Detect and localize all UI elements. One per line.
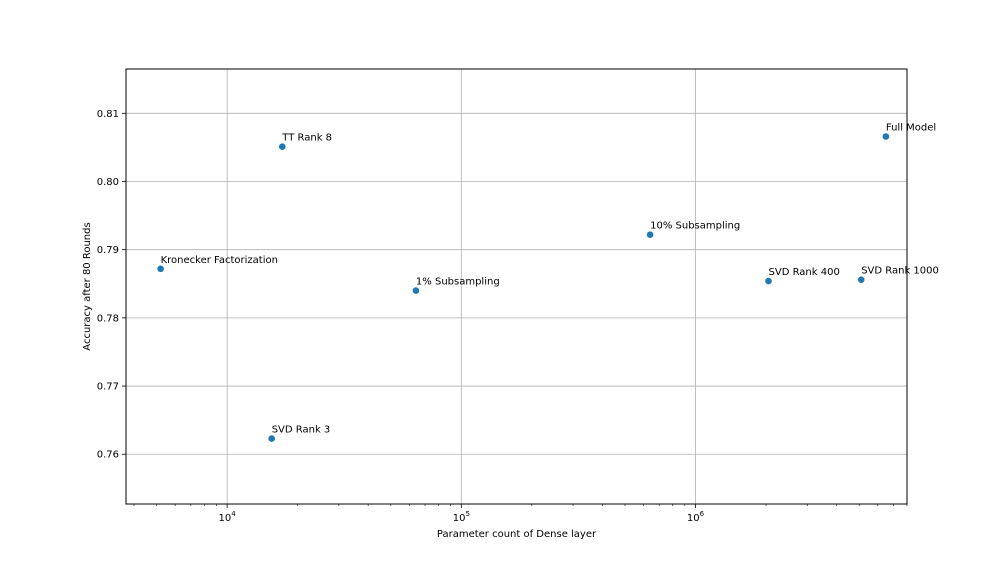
data-point (268, 435, 275, 442)
data-point-label: Kronecker Factorization (161, 255, 278, 266)
x-axis-label: Parameter count of Dense layer (437, 529, 597, 540)
x-tick-label: 104 (219, 510, 237, 524)
data-point (278, 143, 286, 151)
plot-area-frame (125, 68, 908, 505)
data-point (646, 231, 654, 238)
data-point-label: TT Rank 8 (281, 133, 332, 144)
data-point (857, 276, 865, 283)
data-point-label: SVD Rank 3 (272, 425, 331, 436)
y-tick-label: 0.77 (97, 382, 119, 393)
grid-lines (126, 69, 907, 504)
data-point (882, 133, 890, 140)
axis-ticks: 0.76 0.77 0.78 0.79 0.80 0.81 104 105 106 (97, 109, 908, 524)
y-tick-label: 0.79 (97, 245, 119, 256)
y-tick-label: 0.81 (97, 109, 119, 120)
data-point (157, 265, 164, 273)
data-point-label: SVD Rank 1000 (861, 266, 939, 277)
data-point-label: 1% Subsampling (416, 277, 500, 288)
y-tick-label: 0.78 (97, 313, 119, 324)
x-tick-label: 105 (453, 510, 470, 524)
data-point (412, 287, 420, 294)
y-tick-label: 0.76 (97, 450, 119, 461)
data-point-label: SVD Rank 400 (769, 267, 840, 278)
data-point-label: 10% Subsampling (650, 221, 740, 232)
data-point-label: Full Model (886, 123, 936, 134)
data-points: Kronecker Factorization TT Rank 8 SVD Rank… (157, 123, 939, 442)
y-tick-label: 0.80 (97, 177, 119, 188)
y-axis-label: Accuracy after 80 Rounds (82, 222, 93, 350)
x-tick-label: 106 (687, 510, 705, 524)
data-point (765, 277, 772, 285)
